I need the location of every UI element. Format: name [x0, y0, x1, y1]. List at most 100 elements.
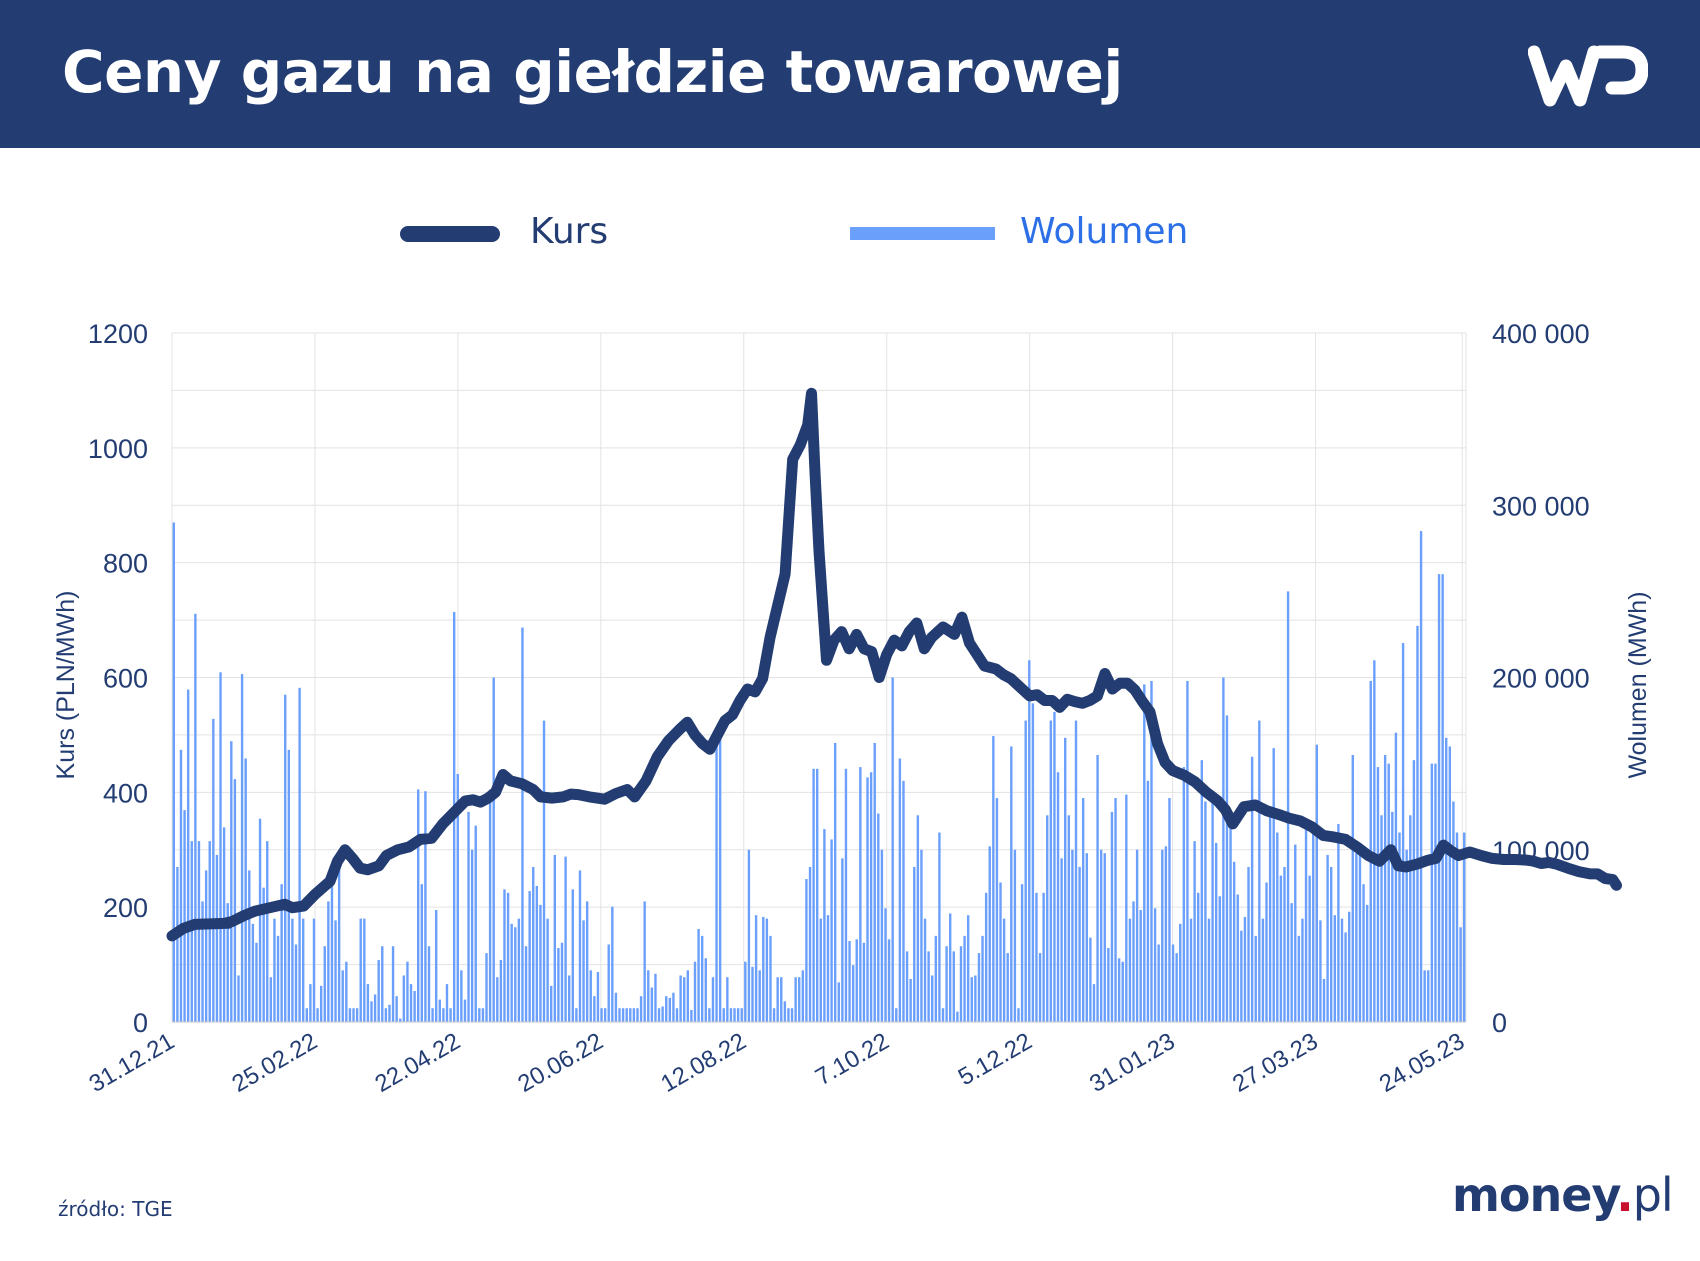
wolumen-bar [1387, 763, 1390, 1022]
wolumen-bar [1049, 720, 1053, 1022]
wolumen-bar [618, 1008, 621, 1022]
wolumen-bar [848, 941, 851, 1022]
wolumen-bar [201, 901, 204, 1022]
wolumen-bar [697, 928, 700, 1022]
wolumen-bar [844, 768, 848, 1022]
wolumen-bar [1347, 911, 1351, 1022]
wolumen-bar [363, 918, 366, 1022]
wolumen-bar [381, 946, 384, 1022]
wolumen-bar [255, 942, 258, 1022]
wolumen-bar [567, 975, 571, 1022]
wolumen-bar [233, 779, 237, 1022]
wolumen-bar [506, 892, 510, 1022]
wolumen-bar [1304, 823, 1308, 1022]
wolumen-bar [902, 780, 905, 1022]
y-axis-right-ticks: 0 100 000 200 000 300 000 400 000 [1492, 319, 1590, 1038]
wolumen-bar [1419, 531, 1423, 1022]
source-note: źródło: TGE [58, 1197, 173, 1221]
wolumen-bar [1459, 927, 1462, 1022]
wolumen-bar [1117, 958, 1121, 1022]
legend-kurs-swatch [400, 226, 500, 242]
wolumen-bar [823, 829, 826, 1022]
x-tick-label: 31.01.23 [1085, 1028, 1179, 1098]
wolumen-bar [510, 923, 513, 1022]
wolumen-bar [1423, 970, 1426, 1022]
wolumen-bar [647, 970, 650, 1022]
wolumen-bar [966, 915, 970, 1022]
wolumen-bar [700, 935, 704, 1022]
wolumen-bar [949, 913, 952, 1022]
wolumen-bar [291, 918, 294, 1022]
wolumen-bar [492, 677, 495, 1022]
wolumen-bar [733, 1008, 736, 1022]
wolumen-bar [284, 694, 287, 1022]
wolumen-bar [1107, 947, 1110, 1022]
wolumen-bar [1204, 801, 1207, 1022]
wolumen-bar [686, 970, 689, 1022]
wolumen-bar [596, 972, 600, 1022]
wolumen-bar [474, 825, 477, 1022]
wolumen-bar [1319, 920, 1322, 1022]
wolumen-bar [798, 977, 801, 1022]
wolumen-bar [434, 910, 438, 1022]
wolumen-bar [816, 768, 819, 1022]
wolumen-bar [266, 841, 269, 1022]
y-tick-label: 1200 [88, 319, 148, 349]
wolumen-bar [323, 946, 326, 1022]
legend-kurs-label: Kurs [530, 211, 609, 252]
wolumen-bar [1279, 875, 1283, 1022]
money-logo-dot: . [1616, 1168, 1634, 1222]
wolumen-bar [1286, 591, 1290, 1022]
wolumen-bar [801, 970, 805, 1022]
wolumen-bar [176, 866, 179, 1022]
wolumen-bar [758, 970, 761, 1022]
wolumen-bar [1243, 916, 1247, 1022]
wolumen-bar [305, 1008, 308, 1022]
wolumen-bar [1067, 815, 1071, 1022]
wolumen-bar [938, 832, 941, 1022]
wolumen-bar [417, 789, 420, 1022]
y-axis-left-ticks: 0 200 400 600 800 1000 1200 [88, 319, 148, 1038]
x-tick-label: 25.02.22 [228, 1028, 322, 1098]
wolumen-bar [564, 856, 567, 1022]
wolumen-bar [769, 935, 772, 1022]
wolumen-bar [521, 627, 524, 1022]
wolumen-bar [729, 1008, 733, 1022]
wolumen-bar [661, 1006, 664, 1022]
money-logo: money.pl [1452, 1168, 1674, 1222]
wolumen-bar [675, 1008, 679, 1022]
wolumen-bar [1290, 903, 1293, 1022]
wolumen-bar [330, 882, 334, 1022]
wolumen-bar [1294, 844, 1297, 1022]
wolumen-bar [316, 1008, 319, 1022]
wolumen-bar [1002, 918, 1006, 1022]
wolumen-bar [891, 677, 894, 1022]
wolumen-bar [1463, 832, 1466, 1022]
wolumen-bar [988, 846, 991, 1022]
x-tick-label: 5.12.22 [954, 1028, 1037, 1091]
wolumen-bar [1268, 815, 1272, 1022]
wolumen-bar [309, 984, 312, 1022]
wolumen-bar [1322, 978, 1326, 1022]
wolumen-bar [1074, 720, 1078, 1022]
wolumen-bar [1383, 755, 1387, 1022]
wolumen-bar [172, 522, 175, 1022]
wolumen-bar [1405, 849, 1408, 1022]
wolumen-bar [413, 990, 416, 1022]
wolumen-bar [956, 1011, 959, 1022]
y-tick-label: 400 [103, 778, 148, 808]
wolumen-bar [420, 884, 424, 1022]
wolumen-bar [226, 903, 229, 1022]
y-tick-label: 200 [103, 893, 148, 923]
wolumen-bar [1186, 680, 1189, 1022]
wolumen-bar [384, 1008, 388, 1022]
wolumen-bar [851, 965, 855, 1022]
wolumen-bar [862, 942, 866, 1022]
wolumen-bar [679, 975, 682, 1022]
wolumen-bar [1046, 815, 1049, 1022]
wolumen-bar [895, 1008, 898, 1022]
wolumen-bar [812, 768, 815, 1022]
wolumen-bar [366, 984, 370, 1022]
wolumen-bar [1121, 961, 1124, 1022]
wolumen-bar [1409, 815, 1412, 1022]
